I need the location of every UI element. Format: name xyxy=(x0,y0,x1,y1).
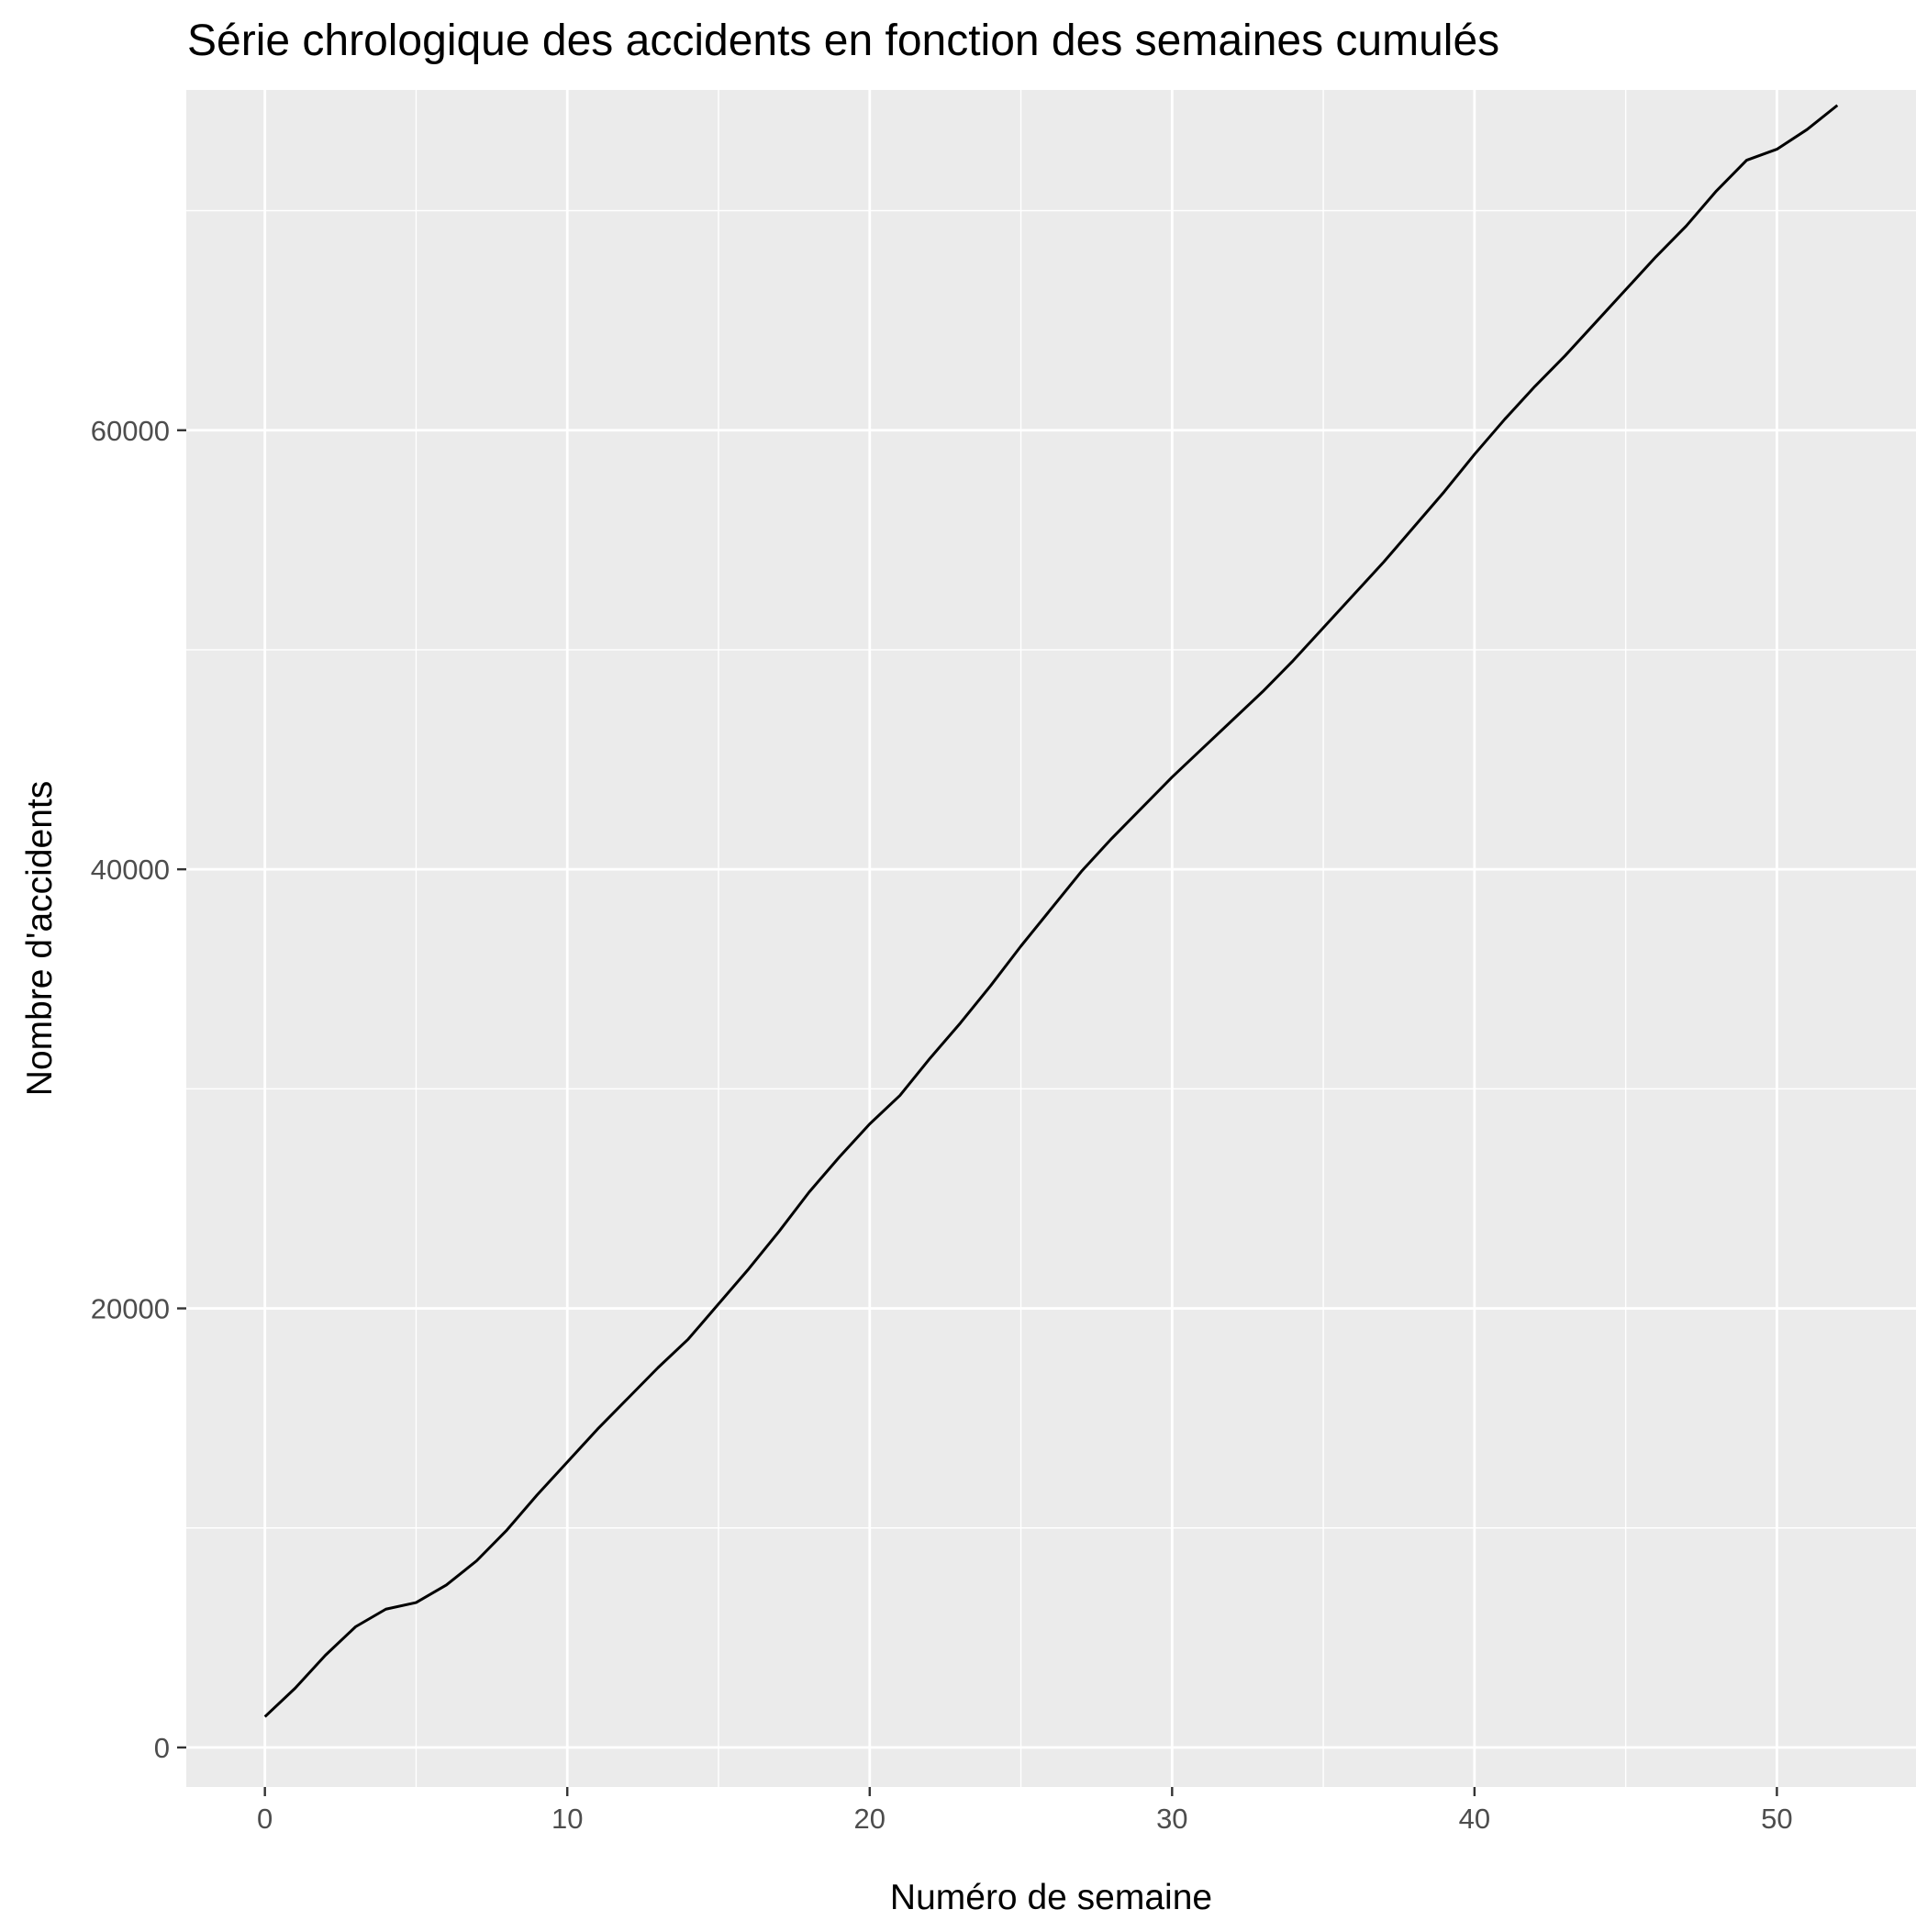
y-tick-label: 40000 xyxy=(91,854,170,886)
x-tick-label: 10 xyxy=(551,1803,583,1835)
y-tick-label: 20000 xyxy=(91,1293,170,1325)
x-axis-title: Numéro de semaine xyxy=(890,1878,1212,1917)
y-axis-title: Nombre d'accidents xyxy=(20,781,60,1096)
x-tick-label: 30 xyxy=(1156,1803,1187,1835)
x-axis: 0 10 20 30 40 50 xyxy=(257,1787,1793,1835)
y-tick-label: 0 xyxy=(154,1732,170,1764)
x-tick-label: 20 xyxy=(854,1803,886,1835)
y-tick-label: 60000 xyxy=(91,415,170,447)
x-tick-label: 50 xyxy=(1761,1803,1792,1835)
y-axis: 0 20000 40000 60000 xyxy=(91,415,186,1764)
x-tick-label: 40 xyxy=(1459,1803,1490,1835)
x-tick-label: 0 xyxy=(257,1803,273,1835)
chart-title: Série chrologique des accidents en fonct… xyxy=(187,17,1499,65)
plot-panel xyxy=(186,90,1916,1787)
